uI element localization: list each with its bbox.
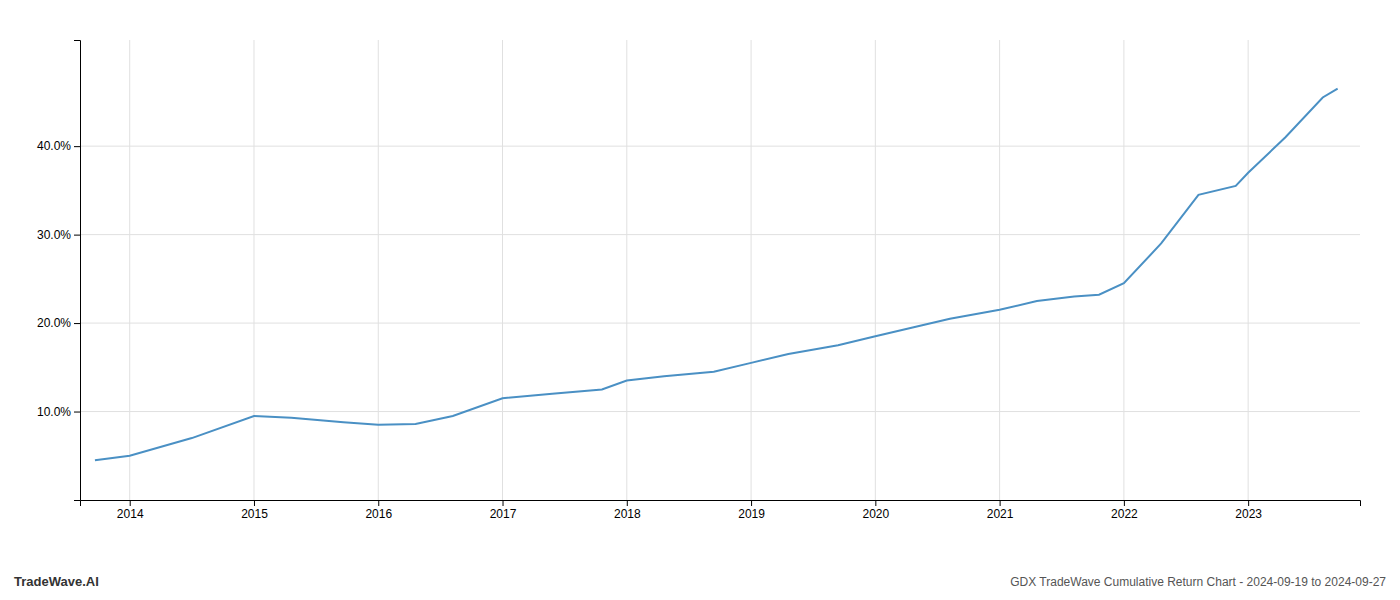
y-tick-mark (74, 235, 80, 236)
y-grid-line (80, 411, 1360, 412)
x-tick-mark (1248, 500, 1249, 506)
x-tick-label: 2019 (738, 507, 765, 521)
y-tick-mark (74, 412, 80, 413)
x-grid-line (1123, 40, 1124, 500)
x-tick-label: 2016 (365, 507, 392, 521)
x-grid-line (751, 40, 752, 500)
y-tick-label: 10.0% (37, 405, 71, 419)
x-tick-mark (130, 500, 131, 506)
x-tick: 2019 (738, 500, 765, 521)
x-tick-label: 2022 (1111, 507, 1138, 521)
x-tick: 2018 (614, 500, 641, 521)
grid (80, 40, 1360, 500)
x-grid-line (875, 40, 876, 500)
marks (95, 89, 1338, 461)
chart: 2014 2015 2016 2017 2018 2019 2020 2021 2022 2023… (0, 0, 1400, 600)
x-tick: 2017 (490, 500, 517, 521)
x-tick-label: 2015 (241, 507, 268, 521)
y-tick-mark (74, 323, 80, 324)
x-tick-label: 2020 (862, 507, 889, 521)
x-tick: 2022 (1111, 500, 1138, 521)
y-tick-mark (74, 146, 80, 147)
x-tick: 2014 (117, 500, 144, 521)
y-tick-label: 30.0% (37, 228, 71, 242)
x-grid-line (999, 40, 1000, 500)
y-tick-label: 20.0% (37, 316, 71, 330)
title: GDX TradeWave Cumulative Return Chart - … (1010, 575, 1386, 589)
y-axis-line (74, 41, 81, 501)
y-tick: 30.0% (37, 228, 80, 242)
y-grid-line (80, 323, 1360, 324)
x-tick-mark (254, 500, 255, 506)
x-tick-label: 2017 (490, 507, 517, 521)
x-tick-label: 2014 (117, 507, 144, 521)
x-tick-mark (1124, 500, 1125, 506)
watermark: TradeWave.AI (14, 574, 99, 589)
x-tick-mark (378, 500, 379, 506)
x-tick-label: 2018 (614, 507, 641, 521)
x-tick-mark (503, 500, 504, 506)
x-grid-line (502, 40, 503, 500)
x-tick-label: 2023 (1235, 507, 1262, 521)
x-grid-line (626, 40, 627, 500)
x-tick: 2021 (987, 500, 1014, 521)
x-axis-line (81, 501, 1361, 507)
x-tick-label: 2021 (987, 507, 1014, 521)
x-tick-mark (751, 500, 752, 506)
x-grid-line (253, 40, 254, 500)
x-tick: 2015 (241, 500, 268, 521)
plot-area: 2014 2015 2016 2017 2018 2019 2020 2021 2022 2023… (37, 40, 1361, 521)
x-grid-line (378, 40, 379, 500)
y-tick: 20.0% (37, 316, 80, 330)
y-axis: 10.0% 20.0% 30.0% 40.0% (37, 41, 81, 501)
y-tick-label: 40.0% (37, 139, 71, 153)
x-tick: 2023 (1235, 500, 1262, 521)
y-grid-line (80, 146, 1360, 147)
x-axis: 2014 2015 2016 2017 2018 2019 2020 2021 2022 2023 (81, 500, 1361, 521)
line (95, 89, 1338, 461)
x-grid-line (129, 40, 130, 500)
x-tick-mark (627, 500, 628, 506)
x-tick: 2020 (862, 500, 889, 521)
x-grid-line (1248, 40, 1249, 500)
x-tick-mark (1000, 500, 1001, 506)
x-tick-mark (875, 500, 876, 506)
x-tick: 2016 (365, 500, 392, 521)
y-tick: 40.0% (37, 139, 80, 153)
y-tick: 10.0% (37, 405, 80, 419)
